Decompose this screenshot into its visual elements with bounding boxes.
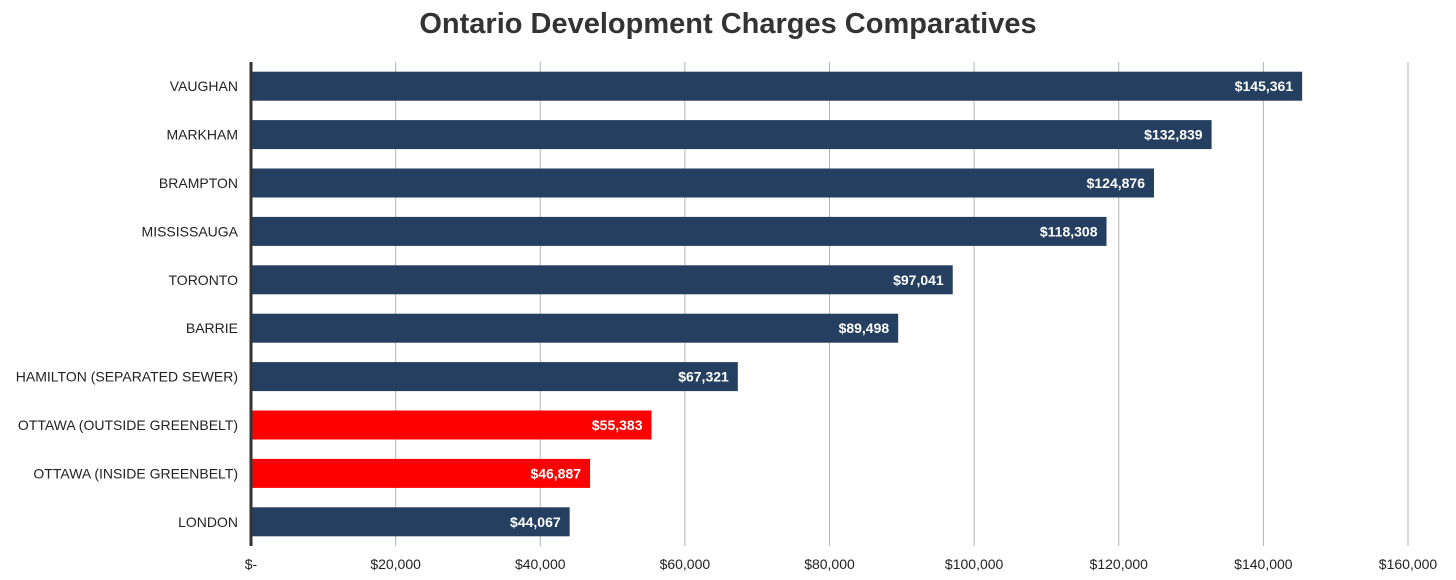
bar — [251, 71, 1303, 101]
x-tick-label: $140,000 — [1234, 556, 1293, 572]
chart-title: Ontario Development Charges Comparatives — [419, 8, 1037, 40]
category-label: HAMILTON (SEPARATED SEWER) — [16, 369, 238, 385]
category-label: VAUGHAN — [170, 78, 238, 94]
bar — [251, 362, 738, 392]
x-tick-label: $120,000 — [1090, 556, 1149, 572]
category-label: OTTAWA (OUTSIDE GREENBELT) — [18, 417, 238, 433]
bar — [251, 313, 899, 343]
data-label: $97,041 — [893, 272, 944, 288]
x-tick-label: $80,000 — [804, 556, 855, 572]
bar — [251, 458, 591, 488]
category-label: TORONTO — [169, 272, 239, 288]
data-label: $55,383 — [592, 417, 643, 433]
data-label: $67,321 — [678, 369, 729, 385]
x-tick-label: $160,000 — [1379, 556, 1438, 572]
category-label: OTTAWA (INSIDE GREENBELT) — [33, 465, 238, 481]
category-label: BRAMPTON — [159, 175, 238, 191]
data-label: $44,067 — [510, 514, 561, 530]
category-label: BARRIE — [186, 320, 238, 336]
bar — [251, 216, 1107, 246]
x-tick-label: $40,000 — [515, 556, 566, 572]
data-label: $145,361 — [1235, 78, 1294, 94]
bar — [251, 120, 1212, 150]
data-label: $46,887 — [530, 465, 581, 481]
bar — [251, 410, 652, 440]
x-tick-label: $- — [245, 556, 258, 572]
bar — [251, 265, 953, 295]
data-label: $132,839 — [1144, 127, 1203, 143]
bar — [251, 507, 570, 537]
data-label: $124,876 — [1087, 175, 1146, 191]
category-label: MISSISSAUGA — [142, 223, 239, 239]
category-label: MARKHAM — [166, 127, 238, 143]
x-tick-label: $60,000 — [660, 556, 711, 572]
data-label: $89,498 — [839, 320, 890, 336]
x-tick-label: $20,000 — [370, 556, 421, 572]
category-label: LONDON — [178, 514, 238, 530]
data-label: $118,308 — [1040, 223, 1098, 239]
bar — [251, 168, 1155, 198]
x-tick-label: $100,000 — [945, 556, 1004, 572]
